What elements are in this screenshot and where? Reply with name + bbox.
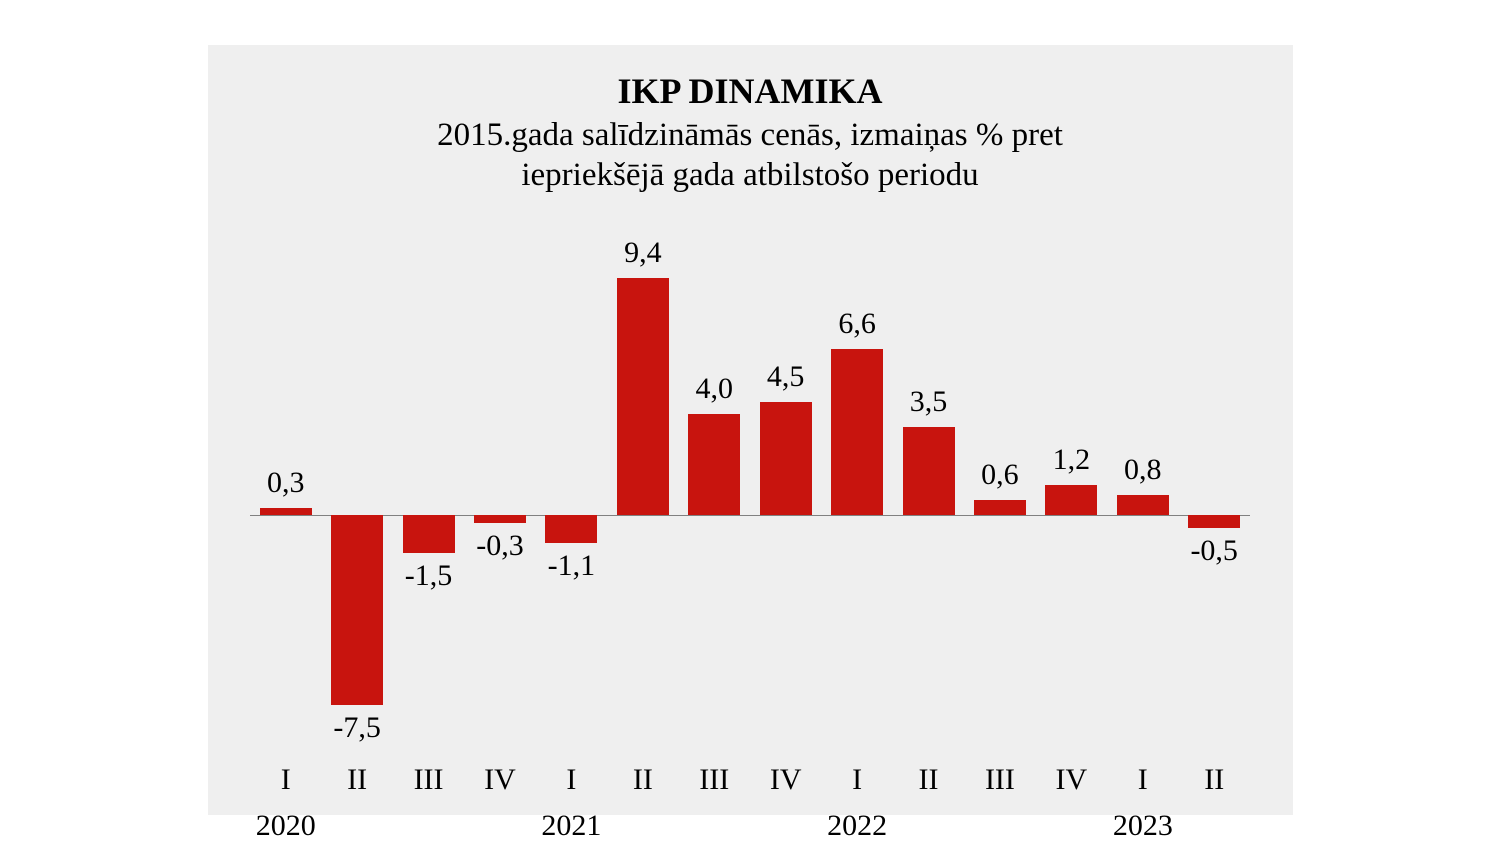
bar: [1117, 495, 1169, 515]
bar-slot: -1,5: [393, 250, 464, 730]
bar: [331, 515, 383, 704]
quarter-label: IV: [750, 763, 821, 797]
bar-slot: 0,3: [250, 250, 321, 730]
quarter-label: IV: [1036, 763, 1107, 797]
bar-slot: -1,1: [536, 250, 607, 730]
quarter-label: I: [1107, 763, 1178, 797]
bar: [974, 500, 1026, 515]
quarter-label: III: [393, 763, 464, 797]
bar-slot: 6,6: [821, 250, 892, 730]
bar: [617, 278, 669, 515]
bar-slot: 9,4: [607, 250, 678, 730]
bar-slot: 1,2: [1036, 250, 1107, 730]
subtitle-line-2: iepriekšējā gada atbilstošo periodu: [521, 157, 978, 193]
value-label: 0,8: [1124, 453, 1162, 487]
value-label: -1,5: [405, 559, 453, 593]
quarter-label: II: [1178, 763, 1249, 797]
year-label: 2021: [541, 809, 601, 843]
bars-row: 0,3 -7,5 -1,5 -0,3 -1,1 9,4 4,0 4,5 6,6 3,5 0,6 1,2…: [250, 250, 1250, 730]
value-label: 9,4: [624, 236, 662, 270]
bar-slot: 0,8: [1107, 250, 1178, 730]
value-label: 3,5: [910, 385, 948, 419]
bar-slot: 3,5: [893, 250, 964, 730]
quarter-label: I: [536, 763, 607, 797]
bar-slot: -0,5: [1178, 250, 1249, 730]
year-label: 2022: [827, 809, 887, 843]
chart-title: IKP DINAMIKA: [248, 70, 1253, 112]
bar-slot: 0,6: [964, 250, 1035, 730]
bar-slot: 4,0: [679, 250, 750, 730]
value-label: 0,6: [981, 458, 1019, 492]
year-label: 2023: [1113, 809, 1173, 843]
bar: [903, 427, 955, 515]
quarter-label: III: [679, 763, 750, 797]
bar: [474, 515, 526, 523]
bar-slot: -7,5: [321, 250, 392, 730]
bar: [760, 402, 812, 516]
year-label: 2020: [256, 809, 316, 843]
quarter-labels-row: IIIIIIIVIIIIIIIVIIIIIIIVIII: [250, 763, 1250, 797]
bar-slot: -0,3: [464, 250, 535, 730]
quarter-label: I: [821, 763, 892, 797]
quarter-label: II: [607, 763, 678, 797]
bar: [545, 515, 597, 543]
bar-slot: 4,5: [750, 250, 821, 730]
value-label: -7,5: [333, 711, 381, 745]
bar: [260, 508, 312, 516]
quarter-label: I: [250, 763, 321, 797]
chart-container: IKP DINAMIKA 2015.gada salīdzināmās cenā…: [208, 45, 1293, 815]
bar: [1188, 515, 1240, 528]
value-label: 1,2: [1053, 443, 1091, 477]
quarter-label: III: [964, 763, 1035, 797]
bar: [1045, 485, 1097, 515]
plot-area: 0,3 -7,5 -1,5 -0,3 -1,1 9,4 4,0 4,5 6,6 3,5 0,6 1,2…: [250, 250, 1250, 730]
bar: [688, 414, 740, 515]
value-label: -1,1: [548, 549, 596, 583]
bar: [831, 349, 883, 516]
bar: [403, 515, 455, 553]
value-label: 4,0: [695, 372, 733, 406]
quarter-label: II: [893, 763, 964, 797]
chart-subtitle: 2015.gada salīdzināmās cenās, izmaiņas %…: [248, 116, 1253, 195]
quarter-label: II: [321, 763, 392, 797]
value-label: -0,5: [1190, 534, 1238, 568]
quarter-label: IV: [464, 763, 535, 797]
value-label: -0,3: [476, 529, 524, 563]
value-label: 6,6: [838, 307, 876, 341]
subtitle-line-1: 2015.gada salīdzināmās cenās, izmaiņas %…: [437, 117, 1063, 153]
value-label: 0,3: [267, 466, 305, 500]
value-label: 4,5: [767, 360, 805, 394]
